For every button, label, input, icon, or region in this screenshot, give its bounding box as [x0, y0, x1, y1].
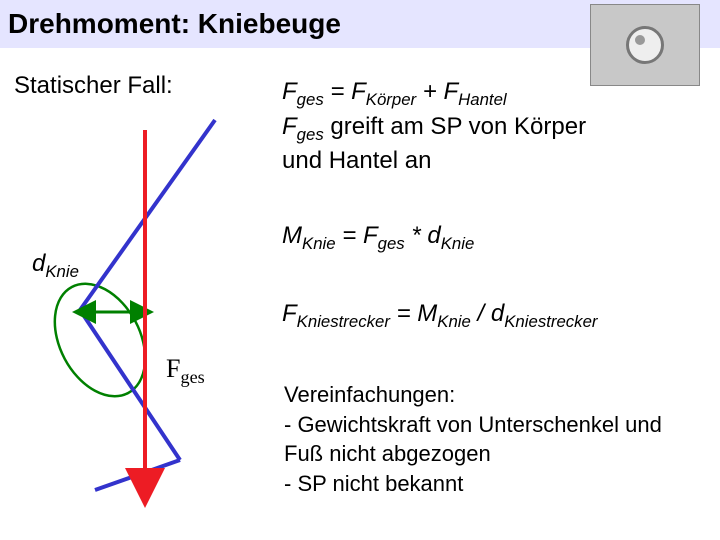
- simplifications: Vereinfachungen: - Gewichtskraft von Unt…: [284, 380, 662, 499]
- leg-diagram: [10, 100, 270, 520]
- foot-segment: [95, 460, 180, 490]
- page-title: Drehmoment: Kniebeuge: [8, 8, 341, 40]
- equation-fges: Fges = FKörper + FHantel Fges greift am …: [282, 76, 586, 176]
- shank-segment: [80, 310, 180, 460]
- label-f-ges: Fges: [166, 354, 205, 388]
- equation-mknie: MKnie = Fges * dKnie: [282, 220, 474, 255]
- equation-fkniestrecker: FKniestrecker = MKnie / dKniestrecker: [282, 298, 598, 333]
- thigh-segment: [80, 120, 215, 310]
- thumbnail-image: [590, 4, 700, 86]
- barbell-plate-icon: [626, 26, 664, 64]
- subtitle: Statischer Fall:: [14, 72, 173, 100]
- label-d-knie: dKnie: [32, 250, 79, 282]
